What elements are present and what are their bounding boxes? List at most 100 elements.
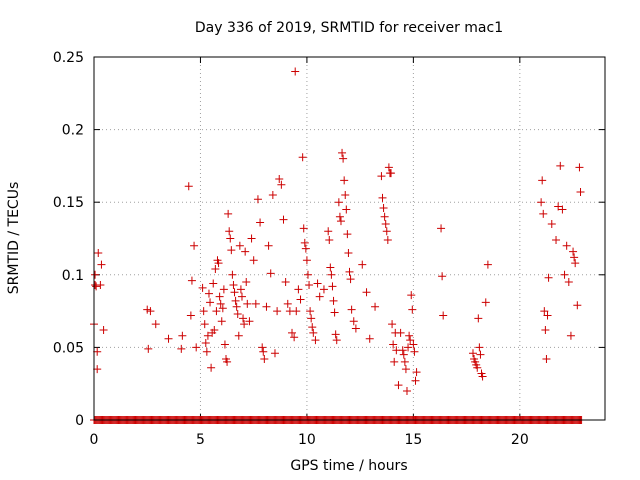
- data-point: [564, 278, 573, 287]
- data-point: [234, 331, 243, 340]
- data-point: [264, 241, 273, 250]
- data-point: [558, 205, 567, 214]
- data-point: [411, 376, 420, 385]
- data-point: [556, 161, 565, 170]
- data-point: [93, 347, 102, 356]
- data-point: [330, 308, 339, 317]
- y-tick-label: 0.05: [53, 340, 84, 356]
- data-point: [342, 205, 351, 214]
- data-point: [146, 307, 155, 316]
- data-point: [328, 282, 337, 291]
- data-point: [187, 276, 196, 285]
- data-point: [262, 302, 271, 311]
- data-point: [377, 172, 386, 181]
- data-point: [240, 320, 249, 329]
- x-tick-label: 15: [404, 432, 422, 448]
- data-point: [225, 227, 234, 236]
- data-point: [351, 324, 360, 333]
- data-point: [231, 296, 240, 305]
- data-point: [151, 320, 160, 329]
- data-point: [218, 304, 227, 313]
- data-point: [217, 317, 226, 326]
- data-point: [412, 368, 421, 377]
- data-point: [211, 264, 220, 273]
- data-point: [394, 381, 403, 390]
- plot-frame: [93, 56, 606, 421]
- x-tick-label: 20: [511, 432, 529, 448]
- data-point: [311, 336, 320, 345]
- data-point: [324, 227, 333, 236]
- data-point: [241, 247, 250, 256]
- y-tick-label: 0.25: [53, 50, 84, 66]
- data-point: [199, 307, 208, 316]
- data-point: [290, 333, 299, 342]
- chart-title: Day 336 of 2019, SRMTID for receiver mac…: [195, 20, 503, 36]
- data-point: [573, 301, 582, 310]
- data-point: [468, 349, 477, 358]
- data-point: [270, 349, 279, 358]
- data-point: [406, 336, 415, 345]
- data-point: [266, 269, 275, 278]
- data-point: [571, 259, 580, 268]
- data-point: [344, 249, 353, 258]
- data-point: [204, 289, 213, 298]
- data-point: [190, 241, 199, 250]
- data-point: [296, 295, 305, 304]
- data-point: [228, 270, 237, 279]
- data-point: [554, 202, 563, 211]
- data-point: [336, 217, 345, 226]
- data-point: [475, 343, 484, 352]
- data-point: [305, 280, 314, 289]
- data-point: [307, 314, 316, 323]
- data-point: [260, 355, 269, 364]
- y-tick-label: 0.2: [62, 123, 84, 139]
- y-tick-label: 0.1: [62, 268, 84, 284]
- x-tick-label: 5: [196, 432, 205, 448]
- data-point: [389, 340, 398, 349]
- data-point: [279, 215, 288, 224]
- data-point: [198, 283, 207, 292]
- data-point: [575, 163, 584, 172]
- data-point: [256, 218, 265, 227]
- data-point: [288, 328, 297, 337]
- x-tick-label: 10: [298, 432, 316, 448]
- data-point: [402, 386, 411, 395]
- data-point: [570, 253, 579, 262]
- data-point: [560, 270, 569, 279]
- data-point: [362, 288, 371, 297]
- data-point: [544, 273, 553, 282]
- data-point: [178, 331, 187, 340]
- data-point: [437, 224, 446, 233]
- data-point: [177, 344, 186, 353]
- data-point: [576, 188, 585, 197]
- data-point: [299, 224, 308, 233]
- data-point: [184, 182, 193, 191]
- data-point: [144, 344, 153, 353]
- data-point: [327, 270, 336, 279]
- x-axis-label: GPS time / hours: [290, 458, 407, 474]
- data-point: [292, 307, 301, 316]
- data-point: [303, 270, 312, 279]
- x-tick-label: 0: [90, 432, 99, 448]
- data-point: [203, 331, 212, 340]
- data-point: [207, 363, 216, 372]
- data-point: [566, 331, 575, 340]
- data-point: [97, 260, 106, 269]
- data-point: [268, 190, 277, 199]
- data-point: [247, 234, 256, 243]
- data-point: [476, 350, 485, 359]
- data-point: [313, 279, 322, 288]
- data-point: [210, 325, 219, 334]
- data-point: [227, 246, 236, 255]
- data-point: [552, 235, 561, 244]
- data-point: [410, 347, 419, 356]
- data-point: [338, 148, 347, 157]
- data-point: [326, 263, 335, 272]
- data-point: [239, 314, 248, 323]
- data-point: [401, 365, 410, 374]
- data-point: [439, 311, 448, 320]
- data-point: [473, 363, 482, 372]
- data-point: [283, 299, 292, 308]
- data-point: [542, 355, 551, 364]
- data-point: [562, 241, 571, 250]
